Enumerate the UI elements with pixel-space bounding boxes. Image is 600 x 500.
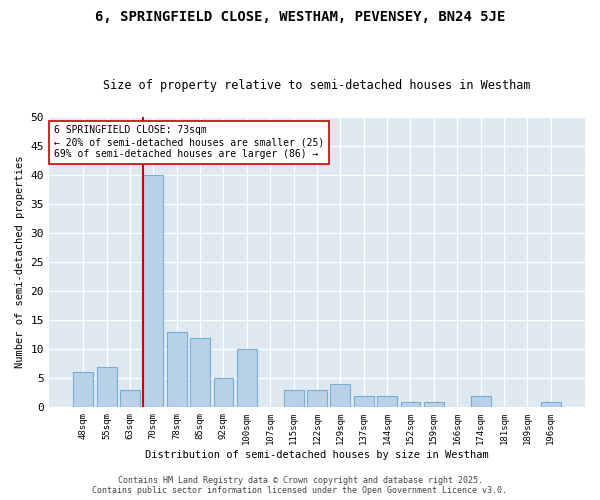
Bar [237,349,257,408]
Bar [541,402,560,407]
Bar [331,384,350,407]
Bar [97,366,116,408]
Text: 6 SPRINGFIELD CLOSE: 73sqm
← 20% of semi-detached houses are smaller (25)
69% of: 6 SPRINGFIELD CLOSE: 73sqm ← 20% of semi… [54,126,325,158]
Text: 6, SPRINGFIELD CLOSE, WESTHAM, PEVENSEY, BN24 5JE: 6, SPRINGFIELD CLOSE, WESTHAM, PEVENSEY,… [95,10,505,24]
Bar [470,396,491,407]
Bar [214,378,233,408]
Bar [424,402,444,407]
Bar [354,396,374,407]
Bar [190,338,210,407]
Bar [73,372,93,408]
Bar [401,402,421,407]
Text: Contains HM Land Registry data © Crown copyright and database right 2025.
Contai: Contains HM Land Registry data © Crown c… [92,476,508,495]
Bar [143,175,163,408]
Title: Size of property relative to semi-detached houses in Westham: Size of property relative to semi-detach… [103,79,531,92]
X-axis label: Distribution of semi-detached houses by size in Westham: Distribution of semi-detached houses by … [145,450,489,460]
Y-axis label: Number of semi-detached properties: Number of semi-detached properties [15,156,25,368]
Bar [167,332,187,407]
Bar [377,396,397,407]
Bar [307,390,327,407]
Bar [284,390,304,407]
Bar [120,390,140,407]
